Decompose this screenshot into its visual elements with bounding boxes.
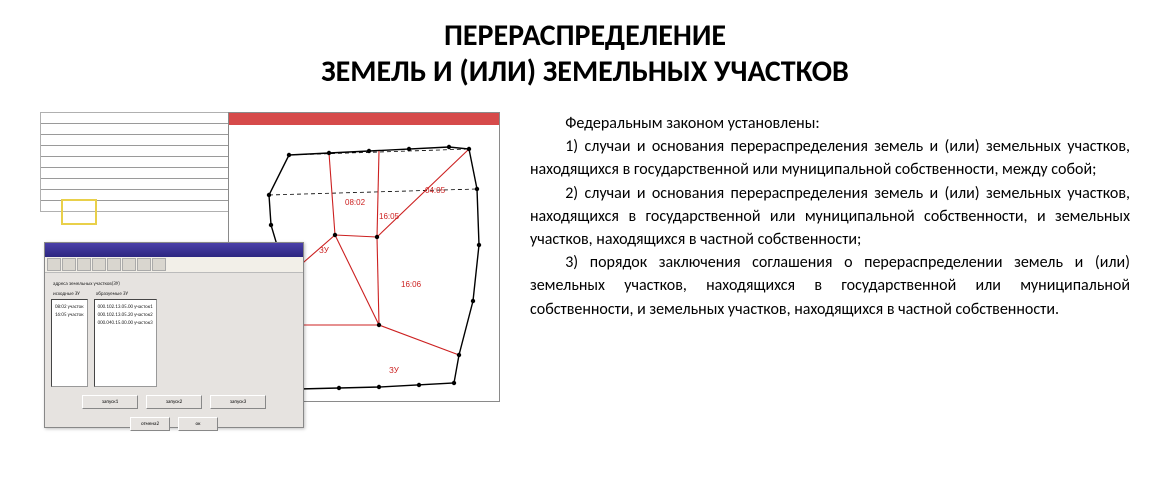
dialog-button-4[interactable]: отмена2 [130, 417, 170, 431]
dialog-button-3[interactable]: запуск3 [210, 395, 266, 409]
toolbar-button[interactable] [77, 258, 91, 271]
list-item[interactable]: 000.040.15.00.00 участок3 [98, 319, 153, 327]
body-p2: 2) случаи и основания перераспределения … [530, 182, 1130, 252]
title-line-1: ПЕРЕРАСПРЕДЕЛЕНИЕ [0, 18, 1170, 54]
svg-text:16:06: 16:06 [401, 280, 422, 289]
title-line-2: ЗЕМЕЛЬ И (ИЛИ) ЗЕМЕЛЬНЫХ УЧАСТКОВ [0, 54, 1170, 90]
list-b-header: образуемые ЗУ [96, 291, 157, 297]
svg-text:ЗУ: ЗУ [389, 366, 400, 375]
toolbar-button[interactable] [92, 258, 106, 271]
list-item[interactable]: 000.102.13.05.00 участок1 [98, 303, 153, 311]
svg-text:04:05: 04:05 [425, 186, 446, 195]
svg-text:08:02: 08:02 [345, 198, 366, 207]
list-a[interactable]: 08:02 участок 16:05 участок [51, 299, 88, 387]
toolbar-button[interactable] [122, 258, 136, 271]
dialog-button-2[interactable]: запуск2 [146, 395, 202, 409]
list-item[interactable]: 08:02 участок [55, 303, 84, 311]
dialog-button-5[interactable]: ок [178, 417, 218, 431]
dialog-window: адреса земельных участков(ЗУ) исходные З… [44, 242, 304, 428]
list-a-header: исходные ЗУ [53, 291, 88, 297]
map-window-titlebar [229, 113, 499, 125]
svg-text:ЗУ: ЗУ [319, 246, 330, 255]
dialog-titlebar [45, 243, 303, 257]
body-intro: Федеральным законом установлены: [530, 112, 1130, 135]
list-item[interactable]: 16:05 участок [55, 311, 84, 319]
toolbar-button[interactable] [152, 258, 166, 271]
svg-text:16:05: 16:05 [379, 212, 400, 221]
dialog-toolbar [45, 257, 303, 273]
screenshot-figure: 08:02 16:05 04:05 ЗУ 16:06 ЗУ адреса земельны… [40, 112, 500, 432]
toolbar-button[interactable] [107, 258, 121, 271]
toolbar-button[interactable] [47, 258, 61, 271]
dialog-group-label: адреса земельных участков(ЗУ) [53, 281, 297, 287]
toolbar-button[interactable] [137, 258, 151, 271]
list-b[interactable]: 000.102.13.05.00 участок1 000.102.13.05.… [94, 299, 157, 387]
body-p3: 3) порядок заключения соглашения о перер… [530, 251, 1130, 321]
list-item[interactable]: 000.102.13.05.20 участок2 [98, 311, 153, 319]
body-p1: 1) случаи и основания перераспределения … [530, 135, 1130, 181]
toolbar-button[interactable] [62, 258, 76, 271]
dialog-button-1[interactable]: запуск1 [82, 395, 138, 409]
selection-rect [61, 199, 97, 225]
body-text: Федеральным законом установлены: 1) случ… [530, 112, 1130, 432]
